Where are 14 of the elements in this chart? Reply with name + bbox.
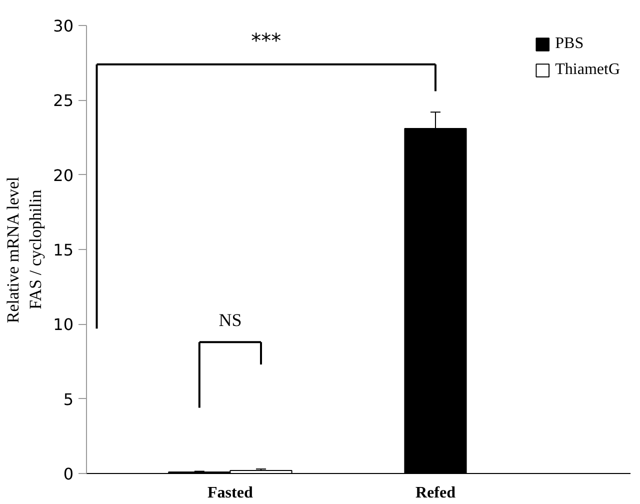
annotation: NS: [218, 310, 242, 330]
legend-label: PBS: [555, 35, 584, 53]
y-tick-label: 20: [53, 166, 74, 185]
y-tick-label: 15: [53, 240, 74, 260]
y-tick-label: 5: [63, 390, 74, 409]
y-tick-label: 0: [63, 464, 74, 484]
x-tick-label: Refed: [415, 484, 456, 502]
y-axis-title: Relative mRNA level FAS / cyclophilin: [3, 176, 46, 324]
y-tick-label: 25: [53, 91, 74, 110]
legend-label: ThiametG: [555, 61, 620, 79]
y-tick-label: 30: [53, 16, 74, 36]
x-tick-label: Fasted: [208, 484, 253, 502]
y-tick-label: 10: [53, 315, 74, 334]
annotation: ***: [251, 28, 282, 52]
